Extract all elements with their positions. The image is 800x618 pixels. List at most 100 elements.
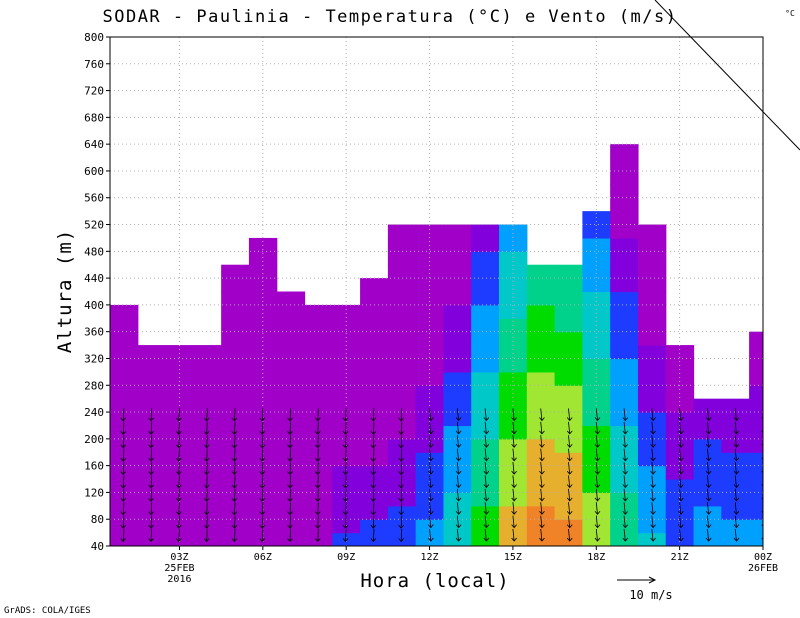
temperature-cell [110, 398, 139, 413]
wind-arrow [400, 515, 403, 529]
temperature-cell [582, 251, 611, 266]
wind-arrow [707, 475, 710, 488]
temperature-cell [582, 211, 611, 226]
wind-arrowhead [705, 430, 712, 435]
wind-arrow [372, 488, 375, 502]
wind-arrowhead [148, 444, 154, 449]
temperature-cell [499, 532, 528, 546]
temperature-cell [276, 304, 306, 319]
temperature-cell [637, 278, 667, 293]
temperature-cell [221, 505, 250, 520]
temperature-cell [332, 519, 361, 534]
wind-arrowhead [539, 524, 545, 529]
temperature-cell [304, 425, 333, 440]
wind-arrowhead [287, 471, 293, 476]
temperature-cell [610, 345, 639, 360]
y-tick-label: 360 [84, 326, 104, 339]
wind-arrowhead [622, 524, 629, 529]
wind-arrowhead [733, 497, 740, 502]
wind-arrowhead [511, 444, 517, 448]
wind-arrow [234, 528, 236, 542]
wind-arrowhead [427, 417, 434, 422]
wind-arrowhead [203, 471, 210, 476]
wind-arrow [651, 435, 654, 448]
temperature-cell [221, 519, 250, 534]
temperature-cell [221, 345, 250, 360]
wind-arrow [456, 528, 459, 542]
wind-arrowhead [650, 430, 656, 435]
wind-arrowhead [483, 511, 490, 515]
temperature-cell [137, 492, 167, 507]
wind-arrow [540, 515, 543, 528]
temperature-cell [332, 304, 361, 319]
temperature-cell [276, 345, 306, 360]
wind-arrow [540, 408, 543, 421]
temperature-cell [248, 371, 278, 386]
wind-arrowhead [370, 538, 377, 543]
wind-arrow [372, 502, 375, 515]
wind-arrowhead [203, 511, 210, 516]
temperature-cell [248, 291, 278, 306]
wind-arrowhead [231, 471, 238, 476]
wind-arrow [568, 528, 571, 542]
wind-arrow [595, 528, 598, 542]
temperature-cell [526, 278, 556, 293]
temperature-cell [304, 398, 333, 413]
wind-arrowhead [733, 457, 740, 462]
temperature-cell [110, 318, 139, 333]
wind-arrowhead [455, 524, 462, 529]
y-tick-label: 400 [84, 299, 104, 312]
temperature-cell [304, 519, 333, 534]
wind-arrow [289, 488, 292, 502]
wind-arrow [178, 462, 180, 475]
temperature-cell [165, 345, 194, 360]
wind-arrowhead [287, 484, 293, 489]
wind-arrow [707, 435, 710, 448]
wind-arrow [568, 408, 571, 421]
wind-arrowhead [650, 484, 656, 489]
temperature-cell [499, 345, 528, 360]
temperature-cell [499, 371, 528, 386]
wind-arrowhead [650, 470, 656, 475]
wind-arrow [345, 421, 347, 435]
temperature-cell [554, 264, 583, 279]
temperature-cell [248, 412, 278, 427]
wind-arrow [150, 435, 153, 448]
wind-arrowhead [287, 417, 293, 422]
temperature-cell [360, 345, 389, 360]
wind-arrowhead [148, 511, 154, 516]
wind-arrow [400, 528, 403, 542]
temperature-cell [110, 505, 139, 520]
wind-arrow [178, 528, 180, 542]
wind-arrowhead [427, 457, 434, 462]
wind-arrowhead [455, 511, 462, 515]
temperature-cell [304, 492, 333, 507]
wind-arrowhead [176, 538, 182, 543]
chart-title: SODAR - Paulinia - Temperatura (°C) e Ve… [102, 7, 677, 27]
temperature-cell [471, 291, 500, 306]
temperature-cell [276, 398, 306, 413]
wind-arrow [261, 528, 264, 542]
wind-arrow [261, 475, 264, 488]
wind-arrowhead [176, 484, 182, 489]
temperature-cell [554, 318, 583, 333]
wind-arrow [178, 475, 180, 488]
wind-arrow [289, 435, 292, 448]
wind-arrowhead [594, 430, 601, 435]
temperature-cell [221, 318, 250, 333]
temperature-cell [332, 492, 361, 507]
wind-arrowhead [678, 457, 684, 462]
temperature-cell [360, 278, 389, 293]
colorbar-diagonal [654, 0, 800, 151]
wind-arrowhead [427, 511, 434, 515]
temperature-cell [526, 264, 556, 279]
wind-arrowhead [427, 444, 434, 448]
wind-arrow [400, 462, 403, 475]
wind-arrow [429, 421, 432, 434]
wind-arrow [261, 435, 264, 448]
wind-arrow [484, 408, 487, 421]
wind-arrowhead [705, 457, 712, 462]
wind-arrowhead [398, 471, 404, 476]
wind-arrow [150, 408, 153, 421]
wind-arrow [289, 448, 292, 462]
